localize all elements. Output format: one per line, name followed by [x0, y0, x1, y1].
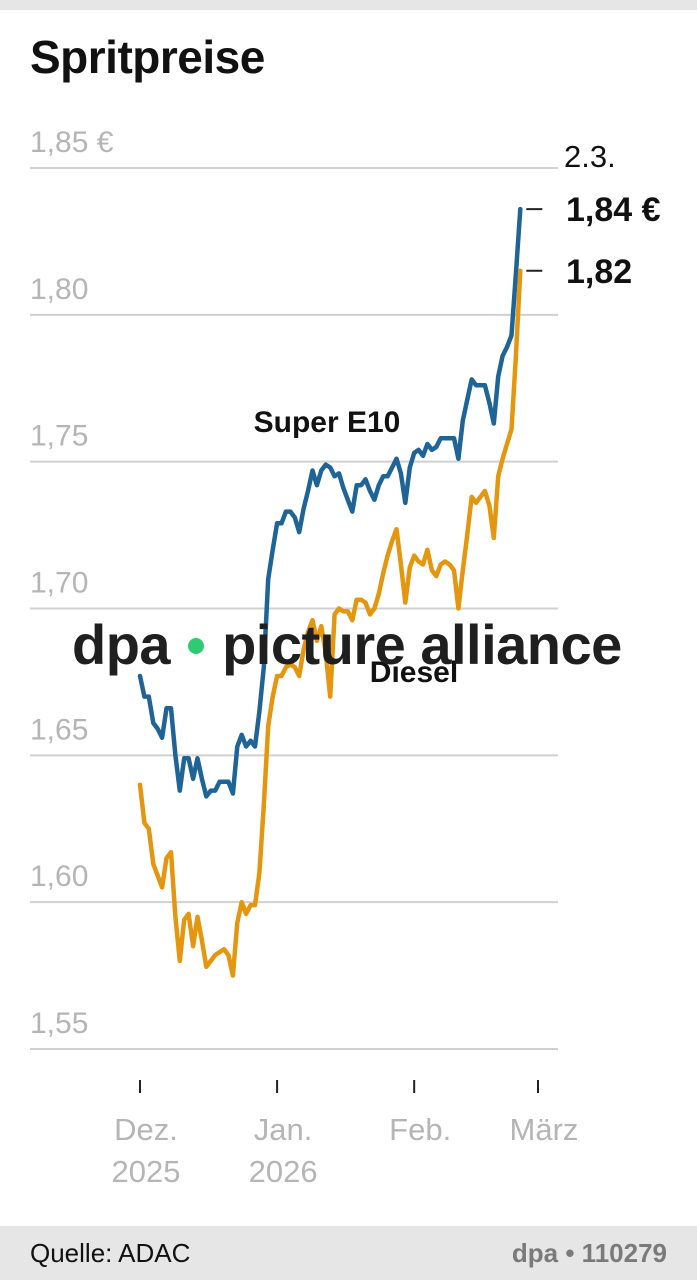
series-line-diesel: [137, 268, 523, 978]
footer: Quelle: ADAC dpa • 110279: [0, 1226, 697, 1280]
top-bar: [0, 0, 697, 10]
x-tick-label-year: 2025: [112, 1154, 181, 1189]
x-tick-label: Feb.: [389, 1112, 451, 1147]
x-tick-label: März: [510, 1112, 579, 1147]
line-chart: 1,85 € 1,80 1,75 1,70 1,65 1,60 1,55 Dez. 2025 Ja…: [30, 126, 661, 1189]
y-tick-label: 1,55: [30, 1007, 88, 1040]
watermark: dpa picture alliance: [72, 612, 622, 677]
end-value-label-diesel: 1,82: [566, 253, 632, 291]
end-value-label-super-e10: 1,84 €: [566, 191, 661, 229]
y-tick-label: 1,70: [30, 567, 88, 600]
watermark-dot: [188, 638, 205, 655]
x-tick-label: Jan.: [254, 1112, 313, 1147]
y-tick-label: 1,65: [30, 713, 88, 746]
y-tick-label: 1,80: [30, 273, 88, 306]
y-tick-label: 1,85 €: [30, 126, 114, 159]
watermark-left: dpa: [72, 613, 171, 676]
series-label-super-e10: Super E10: [254, 406, 401, 439]
watermark-right: picture alliance: [222, 613, 622, 676]
series-label-diesel: Diesel: [370, 656, 458, 689]
chart-title: Spritpreise: [30, 31, 265, 83]
y-tick-label: 1,60: [30, 860, 88, 893]
x-tick-label: Dez.: [114, 1112, 178, 1147]
y-tick-label: 1,75: [30, 420, 88, 453]
x-tick-label-year: 2026: [249, 1154, 318, 1189]
credit-label: dpa • 110279: [511, 1238, 667, 1268]
source-label: Quelle: ADAC: [30, 1238, 191, 1268]
series-line-super-e10: [137, 206, 523, 799]
end-date-label: 2.3.: [564, 139, 616, 174]
